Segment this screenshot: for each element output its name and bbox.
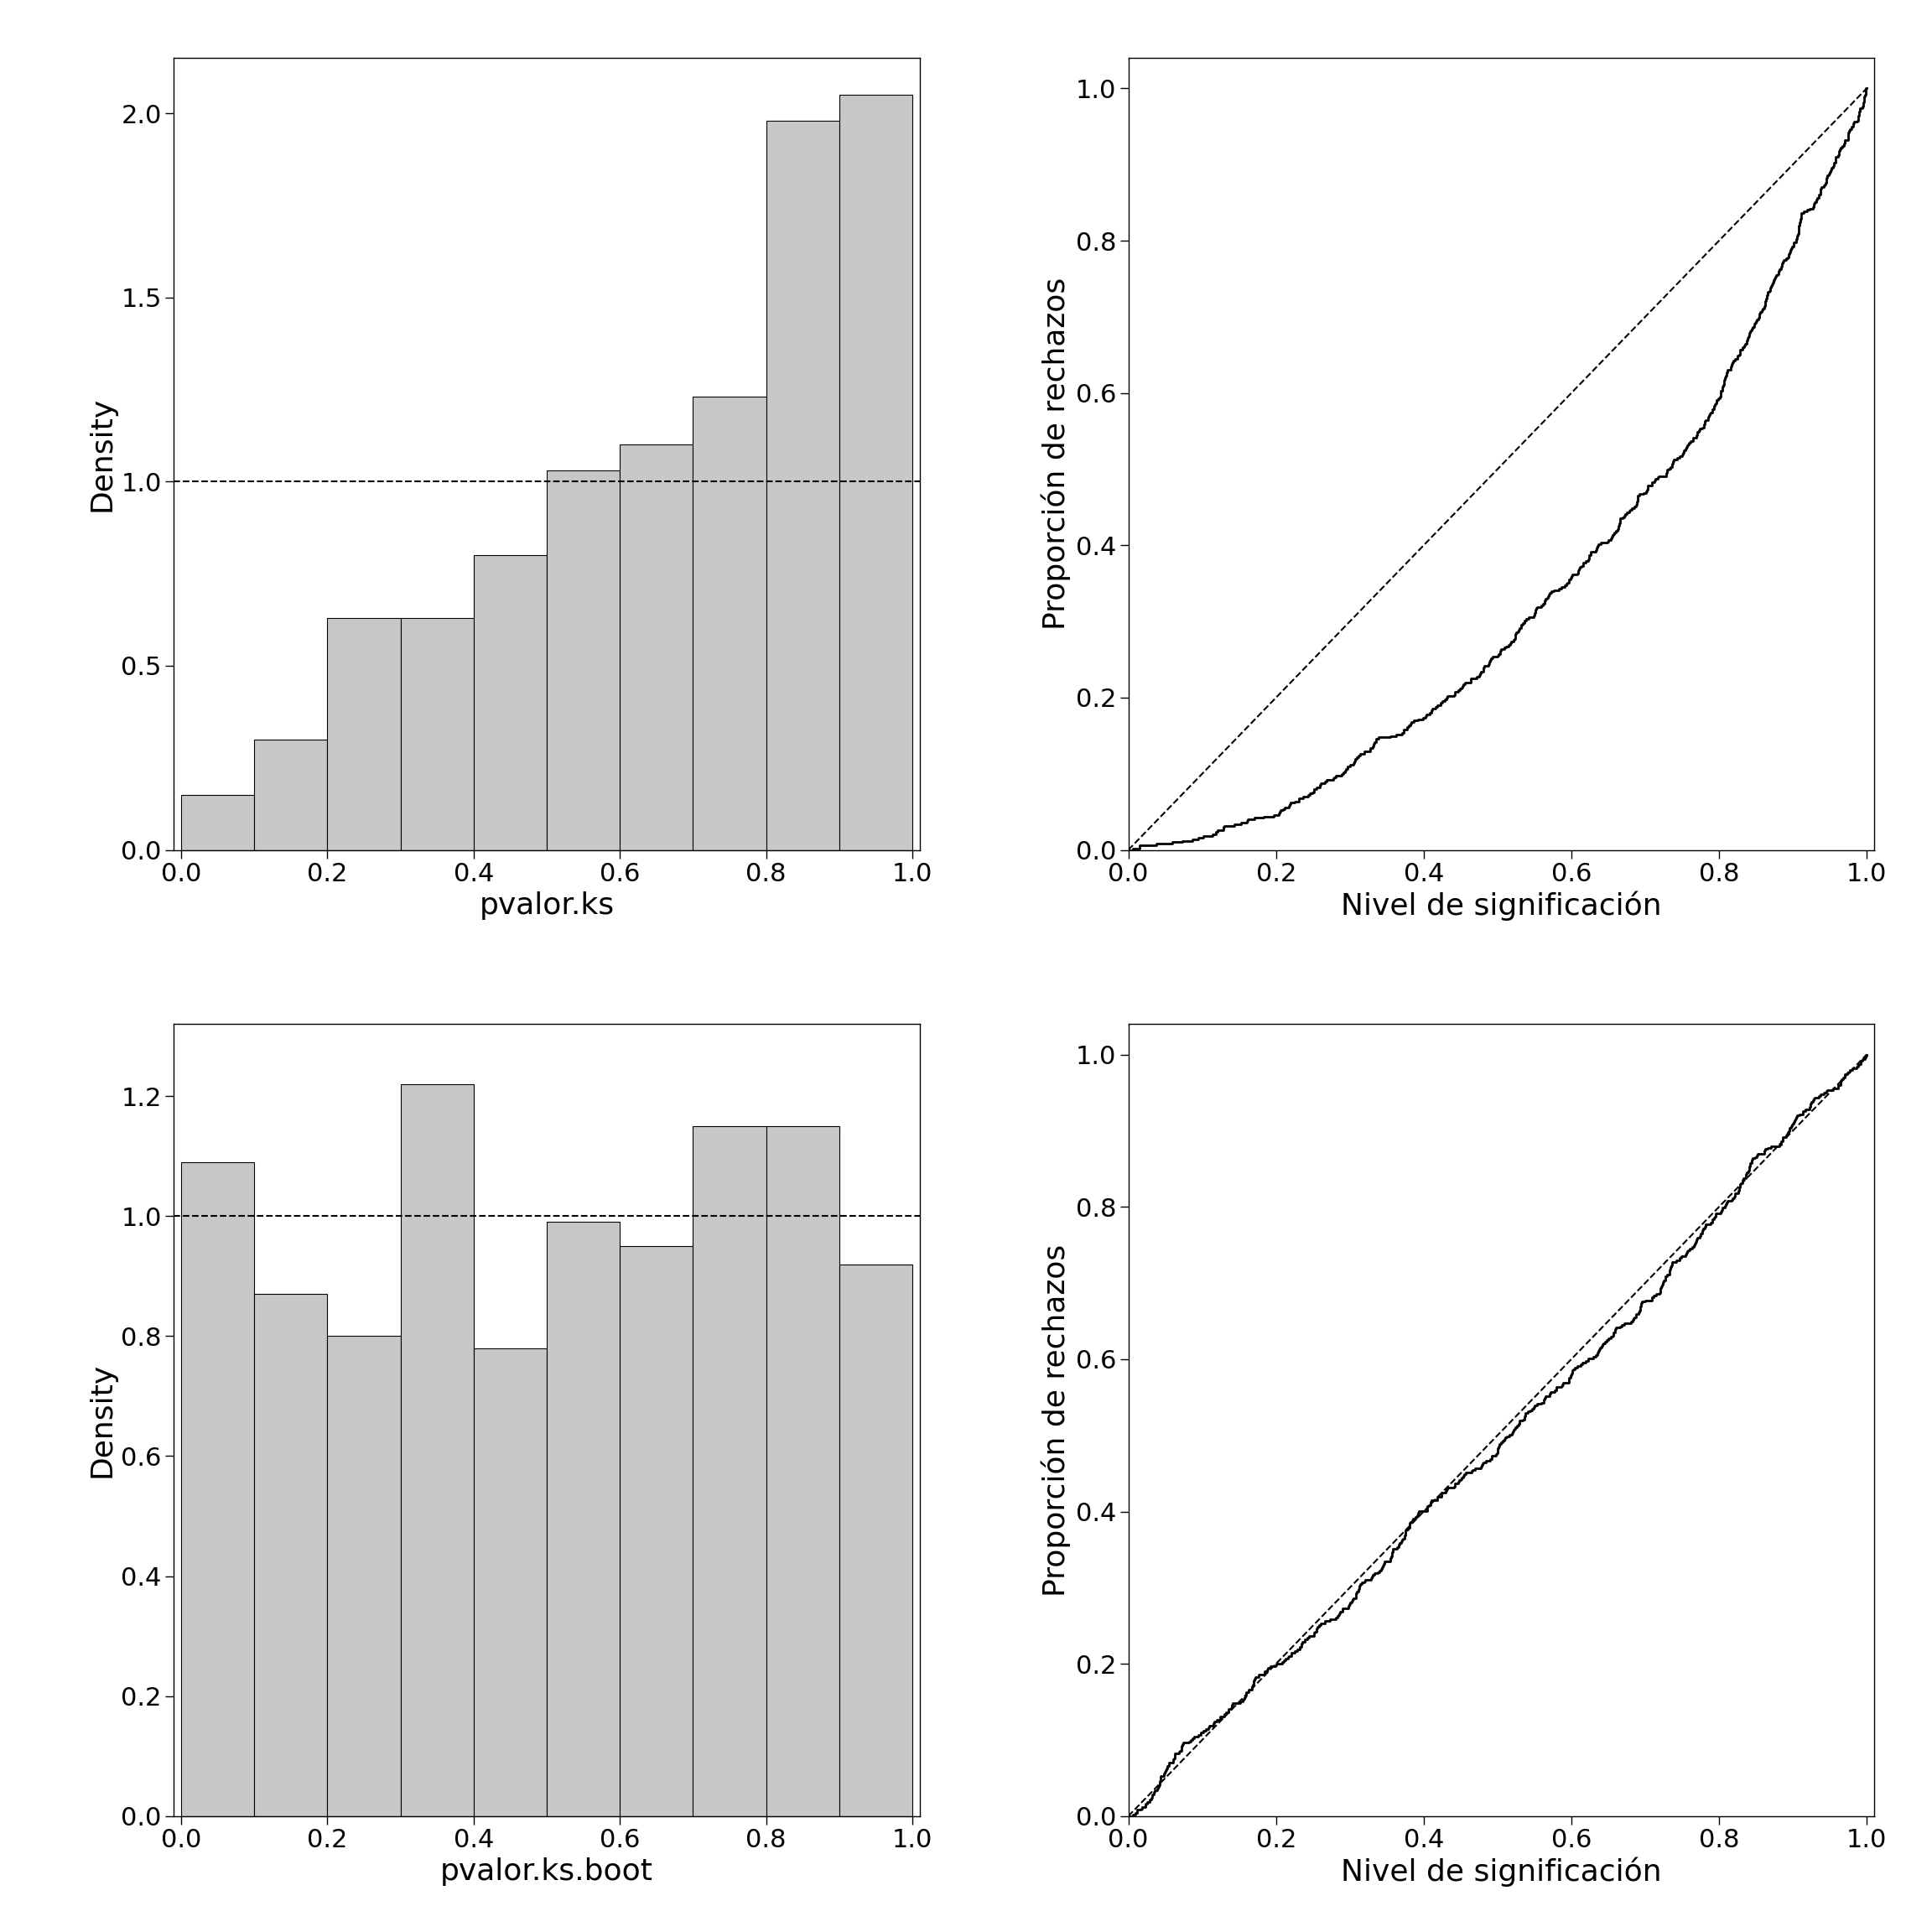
Bar (767, 1126, 838, 1816)
Bar (620, 1246, 694, 1816)
Bar (473, 1349, 547, 1816)
Bar (400, 618, 473, 850)
Y-axis label: Density: Density (87, 1362, 116, 1478)
Bar (838, 95, 912, 850)
Bar (838, 1264, 912, 1816)
X-axis label: pvalor.ks.boot: pvalor.ks.boot (440, 1857, 653, 1886)
Y-axis label: Density: Density (89, 396, 116, 512)
X-axis label: Nivel de significación: Nivel de significación (1341, 1857, 1662, 1888)
X-axis label: Nivel de significación: Nivel de significación (1341, 891, 1662, 922)
Y-axis label: Proporción de rechazos: Proporción de rechazos (1041, 1244, 1070, 1596)
Bar (620, 444, 694, 850)
Bar (327, 1337, 400, 1816)
Bar (182, 1163, 255, 1816)
X-axis label: pvalor.ks: pvalor.ks (479, 891, 614, 920)
Bar (473, 554, 547, 850)
Bar (694, 1126, 767, 1816)
Bar (255, 1294, 327, 1816)
Y-axis label: Proporción de rechazos: Proporción de rechazos (1041, 278, 1070, 630)
Bar (182, 794, 255, 850)
Bar (547, 1223, 620, 1816)
Bar (694, 396, 767, 850)
Bar (547, 471, 620, 850)
Bar (327, 618, 400, 850)
Bar (400, 1084, 473, 1816)
Bar (767, 120, 838, 850)
Bar (255, 740, 327, 850)
